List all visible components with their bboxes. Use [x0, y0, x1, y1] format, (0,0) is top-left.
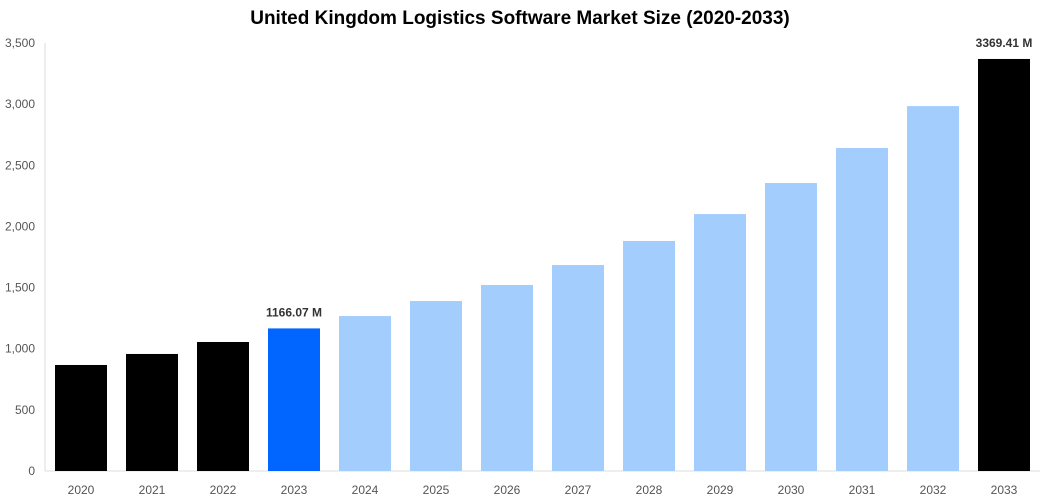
y-tick-label: 3,500 — [5, 36, 35, 50]
bar-2026 — [481, 285, 533, 471]
y-tick-label: 2,000 — [5, 219, 35, 233]
x-tick-label: 2028 — [636, 483, 663, 497]
bar-2030 — [765, 183, 817, 471]
data-label-2033: 3369.41 M — [976, 36, 1033, 50]
y-tick-label: 500 — [15, 403, 35, 417]
bar-2021 — [126, 353, 178, 471]
y-tick-label: 3,000 — [5, 97, 35, 111]
x-tick-label: 2031 — [849, 483, 876, 497]
bar-2022 — [197, 341, 249, 471]
x-tick-label: 2025 — [423, 483, 450, 497]
x-tick-label: 2024 — [352, 483, 379, 497]
y-tick-label: 2,500 — [5, 158, 35, 172]
y-tick-label: 1,000 — [5, 342, 35, 356]
bar-2023 — [268, 328, 320, 471]
data-label-2023: 1166.07 M — [266, 305, 322, 319]
bar-2027 — [552, 265, 604, 471]
y-tick-label: 1,500 — [5, 281, 35, 295]
bar-2032 — [907, 106, 959, 471]
x-tick-label: 2030 — [778, 483, 805, 497]
bar-2024 — [339, 316, 391, 471]
x-tick-label: 2023 — [281, 483, 308, 497]
bar-2020 — [55, 364, 107, 471]
bar-2029 — [694, 214, 746, 472]
x-tick-label: 2026 — [494, 483, 521, 497]
x-tick-label: 2020 — [68, 483, 95, 497]
x-tick-label: 2022 — [210, 483, 237, 497]
x-tick-label: 2021 — [139, 483, 166, 497]
bar-2025 — [410, 301, 462, 471]
x-tick-label: 2033 — [991, 483, 1018, 497]
bar-2033 — [978, 58, 1030, 471]
y-tick-label: 0 — [28, 464, 35, 478]
bar-2028 — [623, 240, 675, 471]
x-tick-label: 2032 — [920, 483, 947, 497]
x-tick-label: 2027 — [565, 483, 592, 497]
x-tick-label: 2029 — [707, 483, 734, 497]
chart-title: United Kingdom Logistics Software Market… — [250, 8, 790, 29]
bar-2031 — [836, 148, 888, 471]
